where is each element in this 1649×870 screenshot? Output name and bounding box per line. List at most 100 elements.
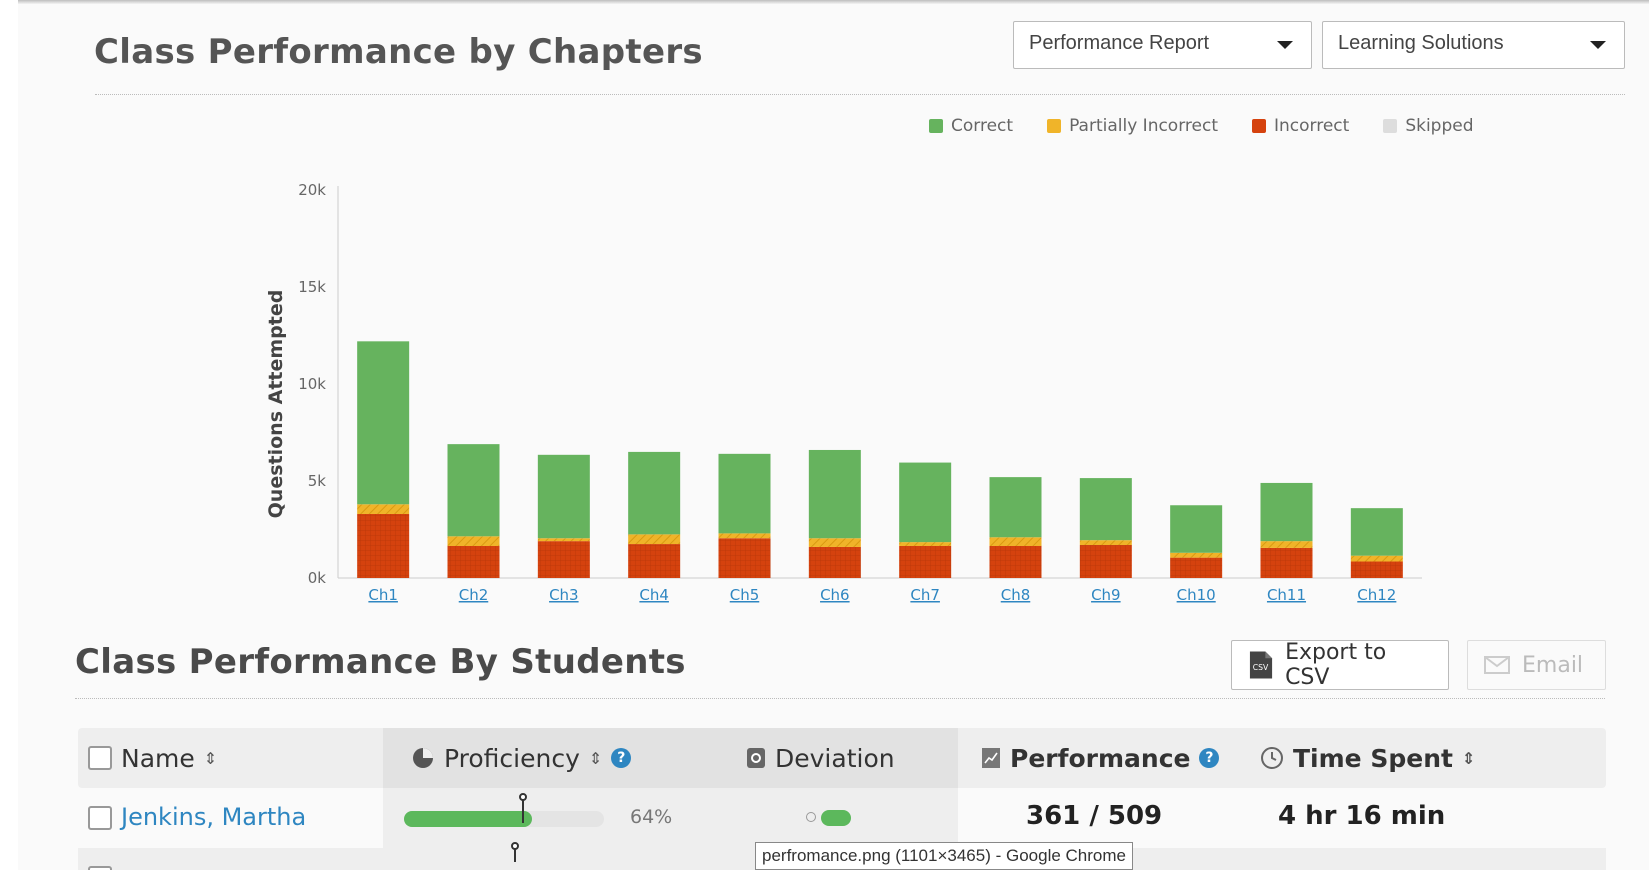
bar-correct: [1170, 505, 1223, 553]
bar-correct: [447, 444, 500, 537]
x-tick-label[interactable]: Ch8: [1001, 586, 1031, 604]
deviation-column-header: Deviation: [746, 728, 895, 788]
bar-correct: [537, 454, 590, 539]
legend-item-partially-incorrect[interactable]: Partially Incorrect: [1047, 116, 1218, 136]
help-icon[interactable]: ?: [611, 748, 632, 768]
time-spent-column-header[interactable]: Time Spent ⇕: [1260, 728, 1475, 788]
divider: [75, 698, 1605, 699]
chart-legend: Correct Partially Incorrect Incorrect Sk…: [929, 116, 1474, 136]
bar-incorrect: [808, 546, 861, 578]
bar-incorrect: [718, 538, 771, 578]
bar-correct: [1350, 508, 1403, 556]
bar-incorrect: [357, 513, 410, 578]
legend-item-skipped[interactable]: Skipped: [1383, 116, 1474, 136]
bar-incorrect: [1260, 547, 1313, 578]
proficiency-bar-fill: [404, 811, 532, 827]
performance-column-header: Performance ?: [981, 728, 1220, 788]
name-column-header[interactable]: Name ⇕: [88, 728, 217, 788]
bar-incorrect: [537, 541, 590, 578]
proficiency-bar: [404, 793, 604, 827]
export-csv-label: Export to CSV: [1285, 640, 1387, 690]
x-tick-label[interactable]: Ch10: [1177, 586, 1216, 604]
report-type-dropdown[interactable]: Performance Report: [1013, 21, 1312, 69]
solutions-dropdown[interactable]: Learning Solutions: [1322, 21, 1625, 69]
bar-correct: [1079, 478, 1132, 541]
performance-chart-icon: [982, 748, 1000, 768]
deviation-origin-dot: [806, 812, 816, 822]
clock-icon: [1261, 747, 1283, 769]
performance-header-label: Performance: [1010, 743, 1191, 773]
bar-incorrect: [989, 545, 1042, 578]
chapters-stacked-bar-chart: 0k 5k 10k 15k 20k Questions Attempted Ch1 Ch2 Ch…: [265, 181, 1422, 604]
x-tick-label[interactable]: Ch6: [820, 586, 850, 604]
report-type-label: Performance Report: [1029, 32, 1210, 54]
email-button[interactable]: Email: [1467, 640, 1606, 690]
students-section-title: Class Performance By Students: [75, 642, 686, 682]
deviation-icon: [747, 748, 765, 768]
bar-partially-incorrect: [1350, 555, 1403, 562]
sort-icon: ⇕: [1461, 748, 1476, 768]
bar-incorrect: [899, 545, 952, 578]
caret-down-icon: [1277, 41, 1293, 49]
bar-partially-incorrect: [899, 542, 952, 546]
x-tick-label[interactable]: Ch4: [639, 586, 669, 604]
deviation-pill: [821, 810, 851, 826]
x-tick-label[interactable]: Ch11: [1267, 586, 1306, 604]
export-csv-button[interactable]: CSV Export to CSV: [1231, 640, 1449, 690]
top-edge-shadow: [18, 0, 1649, 4]
legend-label: Partially Incorrect: [1069, 116, 1218, 136]
x-tick-label[interactable]: Ch12: [1357, 586, 1396, 604]
bar-partially-incorrect: [628, 534, 681, 545]
bar-correct: [718, 453, 771, 534]
bar-incorrect: [628, 544, 681, 578]
class-average-marker: [519, 793, 527, 823]
caret-down-icon: [1590, 41, 1606, 49]
help-icon[interactable]: ?: [1199, 748, 1220, 768]
y-tick-label: 20k: [298, 181, 326, 199]
sort-icon: ⇕: [588, 748, 603, 768]
legend-item-incorrect[interactable]: Incorrect: [1252, 116, 1349, 136]
divider: [95, 94, 1625, 95]
bar-partially-incorrect: [989, 537, 1042, 546]
bar-incorrect: [1350, 561, 1403, 578]
x-tick-label[interactable]: Ch5: [730, 586, 760, 604]
y-tick-label: 5k: [308, 472, 327, 490]
x-tick-label[interactable]: Ch7: [910, 586, 940, 604]
row-checkbox[interactable]: [88, 806, 112, 830]
report-panel: [18, 4, 1649, 870]
time-spent-header-label: Time Spent: [1293, 743, 1453, 773]
bar-incorrect: [447, 545, 500, 578]
bar-correct: [989, 477, 1042, 538]
proficiency-header-label: Proficiency: [444, 743, 580, 773]
x-tick-label[interactable]: Ch2: [459, 586, 489, 604]
header-shade: [383, 728, 958, 788]
y-axis-label: Questions Attempted: [265, 290, 287, 519]
students-table: Name ⇕ Proficiency ⇕ ? Deviation Perfo: [78, 728, 1606, 870]
select-all-checkbox[interactable]: [88, 746, 112, 770]
bar-incorrect: [1170, 557, 1223, 578]
deviation-header-label: Deviation: [775, 743, 895, 773]
csv-file-icon: CSV: [1249, 651, 1273, 679]
performance-value: 361 / 509: [1026, 801, 1163, 831]
x-tick-label[interactable]: Ch3: [549, 586, 579, 604]
solutions-label: Learning Solutions: [1338, 32, 1504, 54]
student-name-link[interactable]: Jenkins, Martha: [121, 803, 307, 831]
table-row: Jenkins, Martha 64% 361 / 509 4 hr 16 mi…: [78, 788, 1606, 848]
x-tick-label[interactable]: Ch9: [1091, 586, 1121, 604]
x-tick-label[interactable]: Ch1: [368, 586, 398, 604]
bar-partially-incorrect: [1079, 540, 1132, 546]
time-spent-value: 4 hr 16 min: [1278, 801, 1446, 831]
bar-correct: [357, 341, 410, 505]
legend-item-correct[interactable]: Correct: [929, 116, 1013, 136]
email-label: Email: [1522, 652, 1584, 678]
legend-swatch: [929, 119, 943, 133]
legend-label: Skipped: [1405, 116, 1474, 136]
row-checkbox[interactable]: [88, 866, 112, 870]
bar-partially-incorrect: [808, 538, 861, 547]
bar-correct: [899, 462, 952, 543]
envelope-icon: [1484, 656, 1510, 674]
proficiency-column-header[interactable]: Proficiency ⇕ ?: [411, 728, 632, 788]
proficiency-percent: 64%: [630, 806, 673, 828]
class-average-marker: [511, 842, 519, 862]
page-title: Class Performance by Chapters: [94, 32, 703, 72]
